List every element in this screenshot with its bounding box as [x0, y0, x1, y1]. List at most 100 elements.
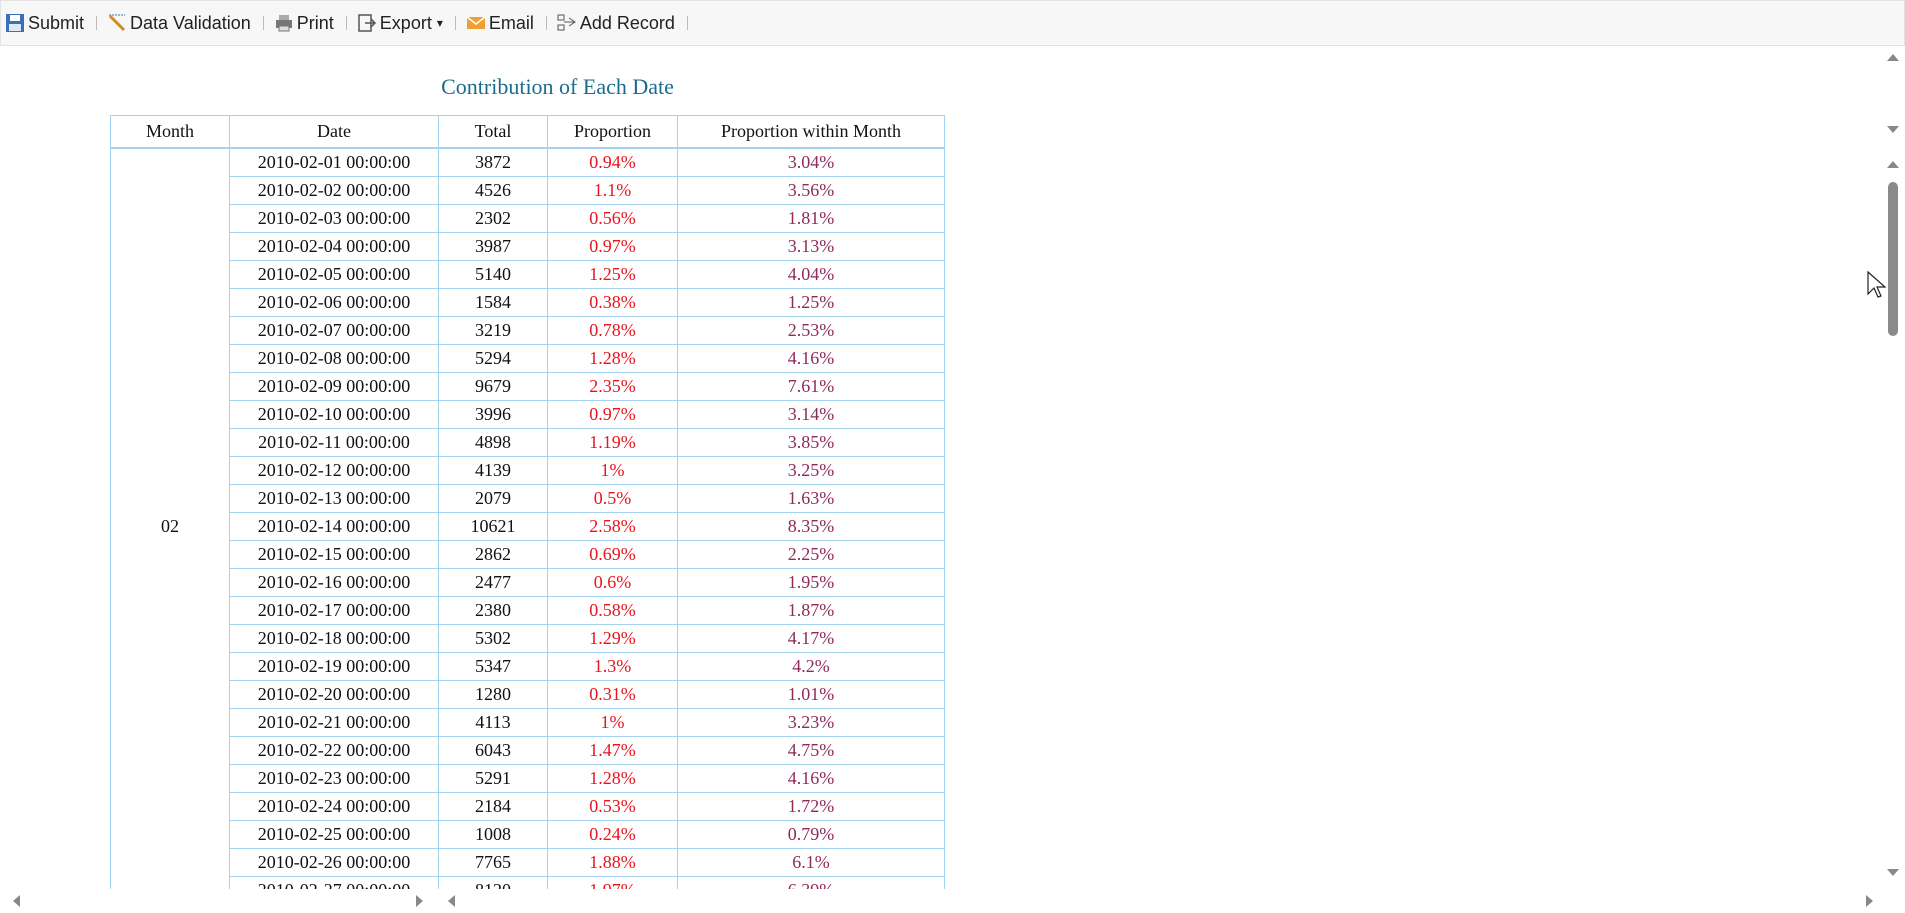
table-cell: 3.23% [677, 708, 945, 737]
toolbar-button[interactable]: Print [270, 13, 340, 34]
table-cell: 3.85% [677, 428, 945, 457]
table-cell: 5302 [438, 624, 548, 653]
button-label: Data Validation [130, 12, 251, 33]
table-cell: 4.75% [677, 736, 945, 765]
column-header: Month [110, 115, 230, 149]
table-row: 2010-02-11 00:00:00 4898 1.19% 3.85% [111, 428, 945, 457]
table-cell: 3.04% [677, 147, 945, 177]
table-cell: 5140 [438, 260, 548, 289]
table-cell: 1.97% [547, 876, 678, 889]
table-cell: 2010-02-14 00:00:00 [229, 512, 439, 541]
table-cell: 2010-02-24 00:00:00 [229, 792, 439, 821]
separator [262, 16, 264, 30]
icon [6, 14, 24, 32]
table-cell: 2010-02-26 00:00:00 [229, 848, 439, 877]
table-cell: 5347 [438, 652, 548, 681]
table-row: 2010-02-25 00:00:00 1008 0.24% 0.79% [111, 820, 945, 849]
table-row: 2010-02-26 00:00:00 7765 1.88% 6.1% [111, 848, 945, 877]
table-cell: 1.19% [547, 428, 678, 457]
table-cell: 2010-02-09 00:00:00 [229, 372, 439, 401]
table-cell: 1.01% [677, 680, 945, 709]
table-cell: 4.04% [677, 260, 945, 289]
table-cell: 1.29% [547, 624, 678, 653]
table-row: 2010-02-02 00:00:00 4526 1.1% 3.56% [111, 176, 945, 205]
table-cell: 4.16% [677, 764, 945, 793]
table-row: 2010-02-03 00:00:00 2302 0.56% 1.81% [111, 204, 945, 233]
column-header: Date [229, 115, 439, 149]
mouse-cursor [1867, 270, 1886, 298]
table-cell: 5291 [438, 764, 548, 793]
toolbar-button[interactable]: Data Validation [103, 13, 257, 34]
table-cell: 6043 [438, 736, 548, 765]
table-cell: 1.63% [677, 484, 945, 513]
table-cell: 3872 [438, 147, 548, 177]
icon [108, 14, 126, 32]
toolbar-button[interactable]: Email [462, 13, 540, 34]
table-cell: 1.81% [677, 204, 945, 233]
toolbar-button[interactable]: Add Record [553, 13, 681, 34]
table-cell: 0.53% [547, 792, 678, 821]
table-cell: 2.58% [547, 512, 678, 541]
table-cell: 2010-02-12 00:00:00 [229, 456, 439, 485]
table-row: 2010-02-19 00:00:00 5347 1.3% 4.2% [111, 652, 945, 681]
table-cell: 2010-02-04 00:00:00 [229, 232, 439, 261]
table-cell: 3219 [438, 316, 548, 345]
table-cell: 0.97% [547, 232, 678, 261]
table-cell: 7765 [438, 848, 548, 877]
table-cell: 2010-02-11 00:00:00 [229, 428, 439, 457]
month-cell: 02 [110, 147, 230, 889]
table-cell: 0.6% [547, 568, 678, 597]
table-cell: 2010-02-06 00:00:00 [229, 288, 439, 317]
table-row: 2010-02-23 00:00:00 5291 1.28% 4.16% [111, 764, 945, 793]
table-cell: 2010-02-02 00:00:00 [229, 176, 439, 205]
table-cell: 2010-02-27 00:00:00 [229, 876, 439, 889]
table-cell: 1.25% [547, 260, 678, 289]
report-title: Contribution of Each Date [441, 74, 674, 99]
toolbar-button[interactable]: Submit [1, 13, 90, 34]
table-cell: 2010-02-16 00:00:00 [229, 568, 439, 597]
table-cell: 1.95% [677, 568, 945, 597]
table-row: 2010-02-16 00:00:00 2477 0.6% 1.95% [111, 568, 945, 597]
table-cell: 2.25% [677, 540, 945, 569]
table-row: 2010-02-18 00:00:00 5302 1.29% 4.17% [111, 624, 945, 653]
table-cell: 0.31% [547, 680, 678, 709]
table-cell: 0.79% [677, 820, 945, 849]
separator [454, 16, 456, 30]
icon [557, 14, 576, 31]
table-cell: 4.2% [677, 652, 945, 681]
table-cell: 0.24% [547, 820, 678, 849]
table-cell: 0.97% [547, 400, 678, 429]
table-cell: 1.72% [677, 792, 945, 821]
table-cell: 8120 [438, 876, 548, 889]
table-cell: 0.94% [547, 147, 678, 177]
toolbar: Submit Data Validation Print Export ▾ Email Ad… [0, 0, 1905, 46]
icon [358, 14, 376, 32]
table-cell: 2477 [438, 568, 548, 597]
table-cell: 2010-02-05 00:00:00 [229, 260, 439, 289]
table-cell: 4526 [438, 176, 548, 205]
table-cell: 2010-02-07 00:00:00 [229, 316, 439, 345]
table-cell: 5294 [438, 344, 548, 373]
table-row: 2010-02-22 00:00:00 6043 1.47% 4.75% [111, 736, 945, 765]
table-cell: 2.53% [677, 316, 945, 345]
table-cell: 2010-02-19 00:00:00 [229, 652, 439, 681]
button-label: Print [296, 12, 334, 33]
table-row: 2010-02-08 00:00:00 5294 1.28% 4.16% [111, 344, 945, 373]
table-cell: 4898 [438, 428, 548, 457]
table-row: 2010-02-21 00:00:00 4113 1% 3.23% [111, 708, 945, 737]
table-body: 02 2010-02-01 00:00:00 3872 0.94% 3.04% 2010-… [110, 147, 945, 889]
table-cell: 6.1% [677, 848, 945, 877]
table-cell: 3.14% [677, 400, 945, 429]
separator [96, 16, 98, 30]
table-row: 2010-02-05 00:00:00 5140 1.25% 4.04% [111, 260, 945, 289]
horizontal-scrollbar[interactable] [0, 889, 1905, 913]
table-cell: 2010-02-20 00:00:00 [229, 680, 439, 709]
toolbar-button[interactable]: Export ▾ [353, 13, 449, 34]
vertical-scrollbar[interactable] [1881, 46, 1905, 889]
table-cell: 3996 [438, 400, 548, 429]
table-cell: 1.28% [547, 764, 678, 793]
table-row: 2010-02-14 00:00:00 10621 2.58% 8.35% [111, 512, 945, 541]
column-header: Total [438, 115, 548, 149]
header-row: Month Date Total Proportion Proportion withi… [110, 115, 945, 149]
report-table: Month Date Total Proportion Proportion withi… [110, 115, 945, 889]
